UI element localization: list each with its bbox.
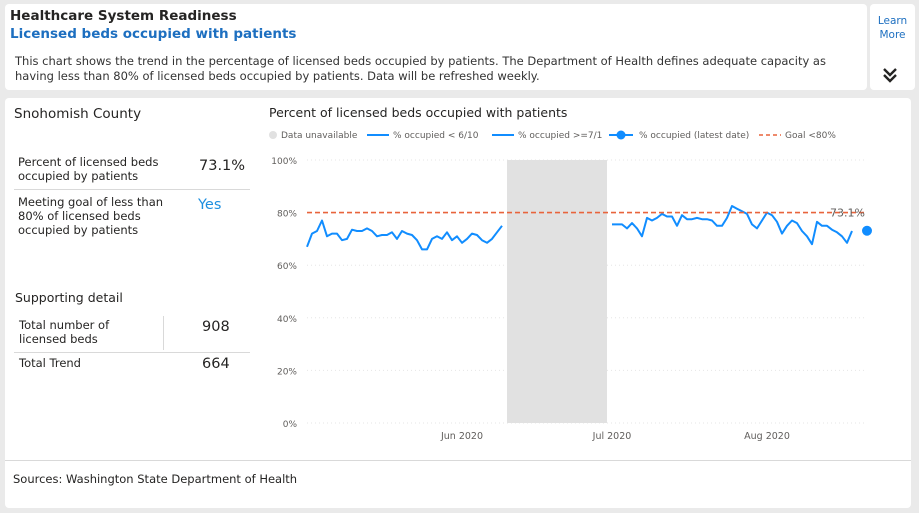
kpi-divider	[14, 189, 250, 190]
legend-marker-point	[616, 130, 626, 140]
y-tick-label: 0%	[283, 420, 298, 430]
total-trend-value: 664	[202, 356, 230, 372]
legend-label: % occupied >=7/1	[518, 131, 602, 141]
x-tick-label: Jul 2020	[592, 431, 632, 442]
chart-description: This chart shows the trend in the percen…	[15, 54, 826, 83]
supporting-detail-title: Supporting detail	[15, 290, 123, 305]
legend-label: Data unavailable	[281, 131, 358, 141]
y-tick-label: 40%	[277, 315, 297, 325]
data-unavailable-band	[507, 160, 607, 423]
page-subtitle: Licensed beds occupied with patients	[10, 26, 297, 42]
double-chevron-down-icon[interactable]	[879, 66, 901, 84]
occupancy-chart: Percent of licensed beds occupied with p…	[269, 105, 872, 442]
unavailable-rect	[507, 160, 607, 423]
county-name: Snohomish County	[14, 106, 142, 122]
chart-legend: Data unavailable % occupied < 6/10 % occup…	[269, 130, 836, 141]
header-card: Healthcare System Readiness Licensed bed…	[5, 4, 867, 90]
series-line-2	[612, 205, 853, 246]
sources-divider	[5, 460, 911, 461]
sources-text: Sources: Washington State Department of …	[13, 472, 298, 486]
goal-label: Meeting goal of less than 80% of license…	[18, 195, 164, 237]
learn-more-link[interactable]: Learn More	[870, 14, 915, 42]
latest-value-label: 73.1%	[830, 207, 865, 220]
chart-title: Percent of licensed beds occupied with p…	[269, 105, 567, 120]
legend-marker-unavailable	[269, 131, 277, 139]
table-divider	[163, 316, 164, 350]
pct-occupied-label: Percent of licensed beds occupied by pat…	[18, 155, 159, 183]
total-beds-label: Total number of licensed beds	[19, 318, 110, 346]
goal-status-value: Yes	[198, 197, 222, 213]
chart-axes: 0% 20% 40% 60% 80% 100% Jun 2020 Jul 2020 Aug 20…	[271, 157, 790, 442]
total-trend-label: Total Trend	[19, 356, 81, 370]
y-tick-label: 80%	[277, 210, 297, 220]
y-tick-label: 60%	[277, 262, 297, 272]
y-tick-label: 100%	[271, 157, 297, 167]
legend-label: Goal <80%	[785, 131, 836, 141]
goal-line: 73.1%	[307, 207, 867, 220]
table-row-divider	[14, 352, 250, 353]
main-card: Snohomish County Percent of licensed bed…	[5, 98, 911, 508]
x-tick-label: Jun 2020	[440, 431, 483, 442]
y-tick-label: 20%	[277, 367, 297, 377]
total-beds-value: 908	[202, 319, 230, 335]
legend-label: % occupied < 6/10	[393, 131, 479, 141]
pct-occupied-value: 73.1%	[199, 158, 246, 174]
x-tick-label: Aug 2020	[744, 431, 790, 442]
latest-point	[862, 225, 872, 236]
chart-series	[306, 205, 872, 251]
series-line-1	[306, 219, 503, 251]
learn-more-card[interactable]: Learn More	[870, 4, 915, 90]
learn-more-line1: Learn	[877, 15, 908, 27]
learn-more-line2: More	[879, 29, 906, 41]
legend-label: % occupied (latest date)	[639, 131, 749, 141]
page-title: Healthcare System Readiness	[10, 8, 237, 24]
